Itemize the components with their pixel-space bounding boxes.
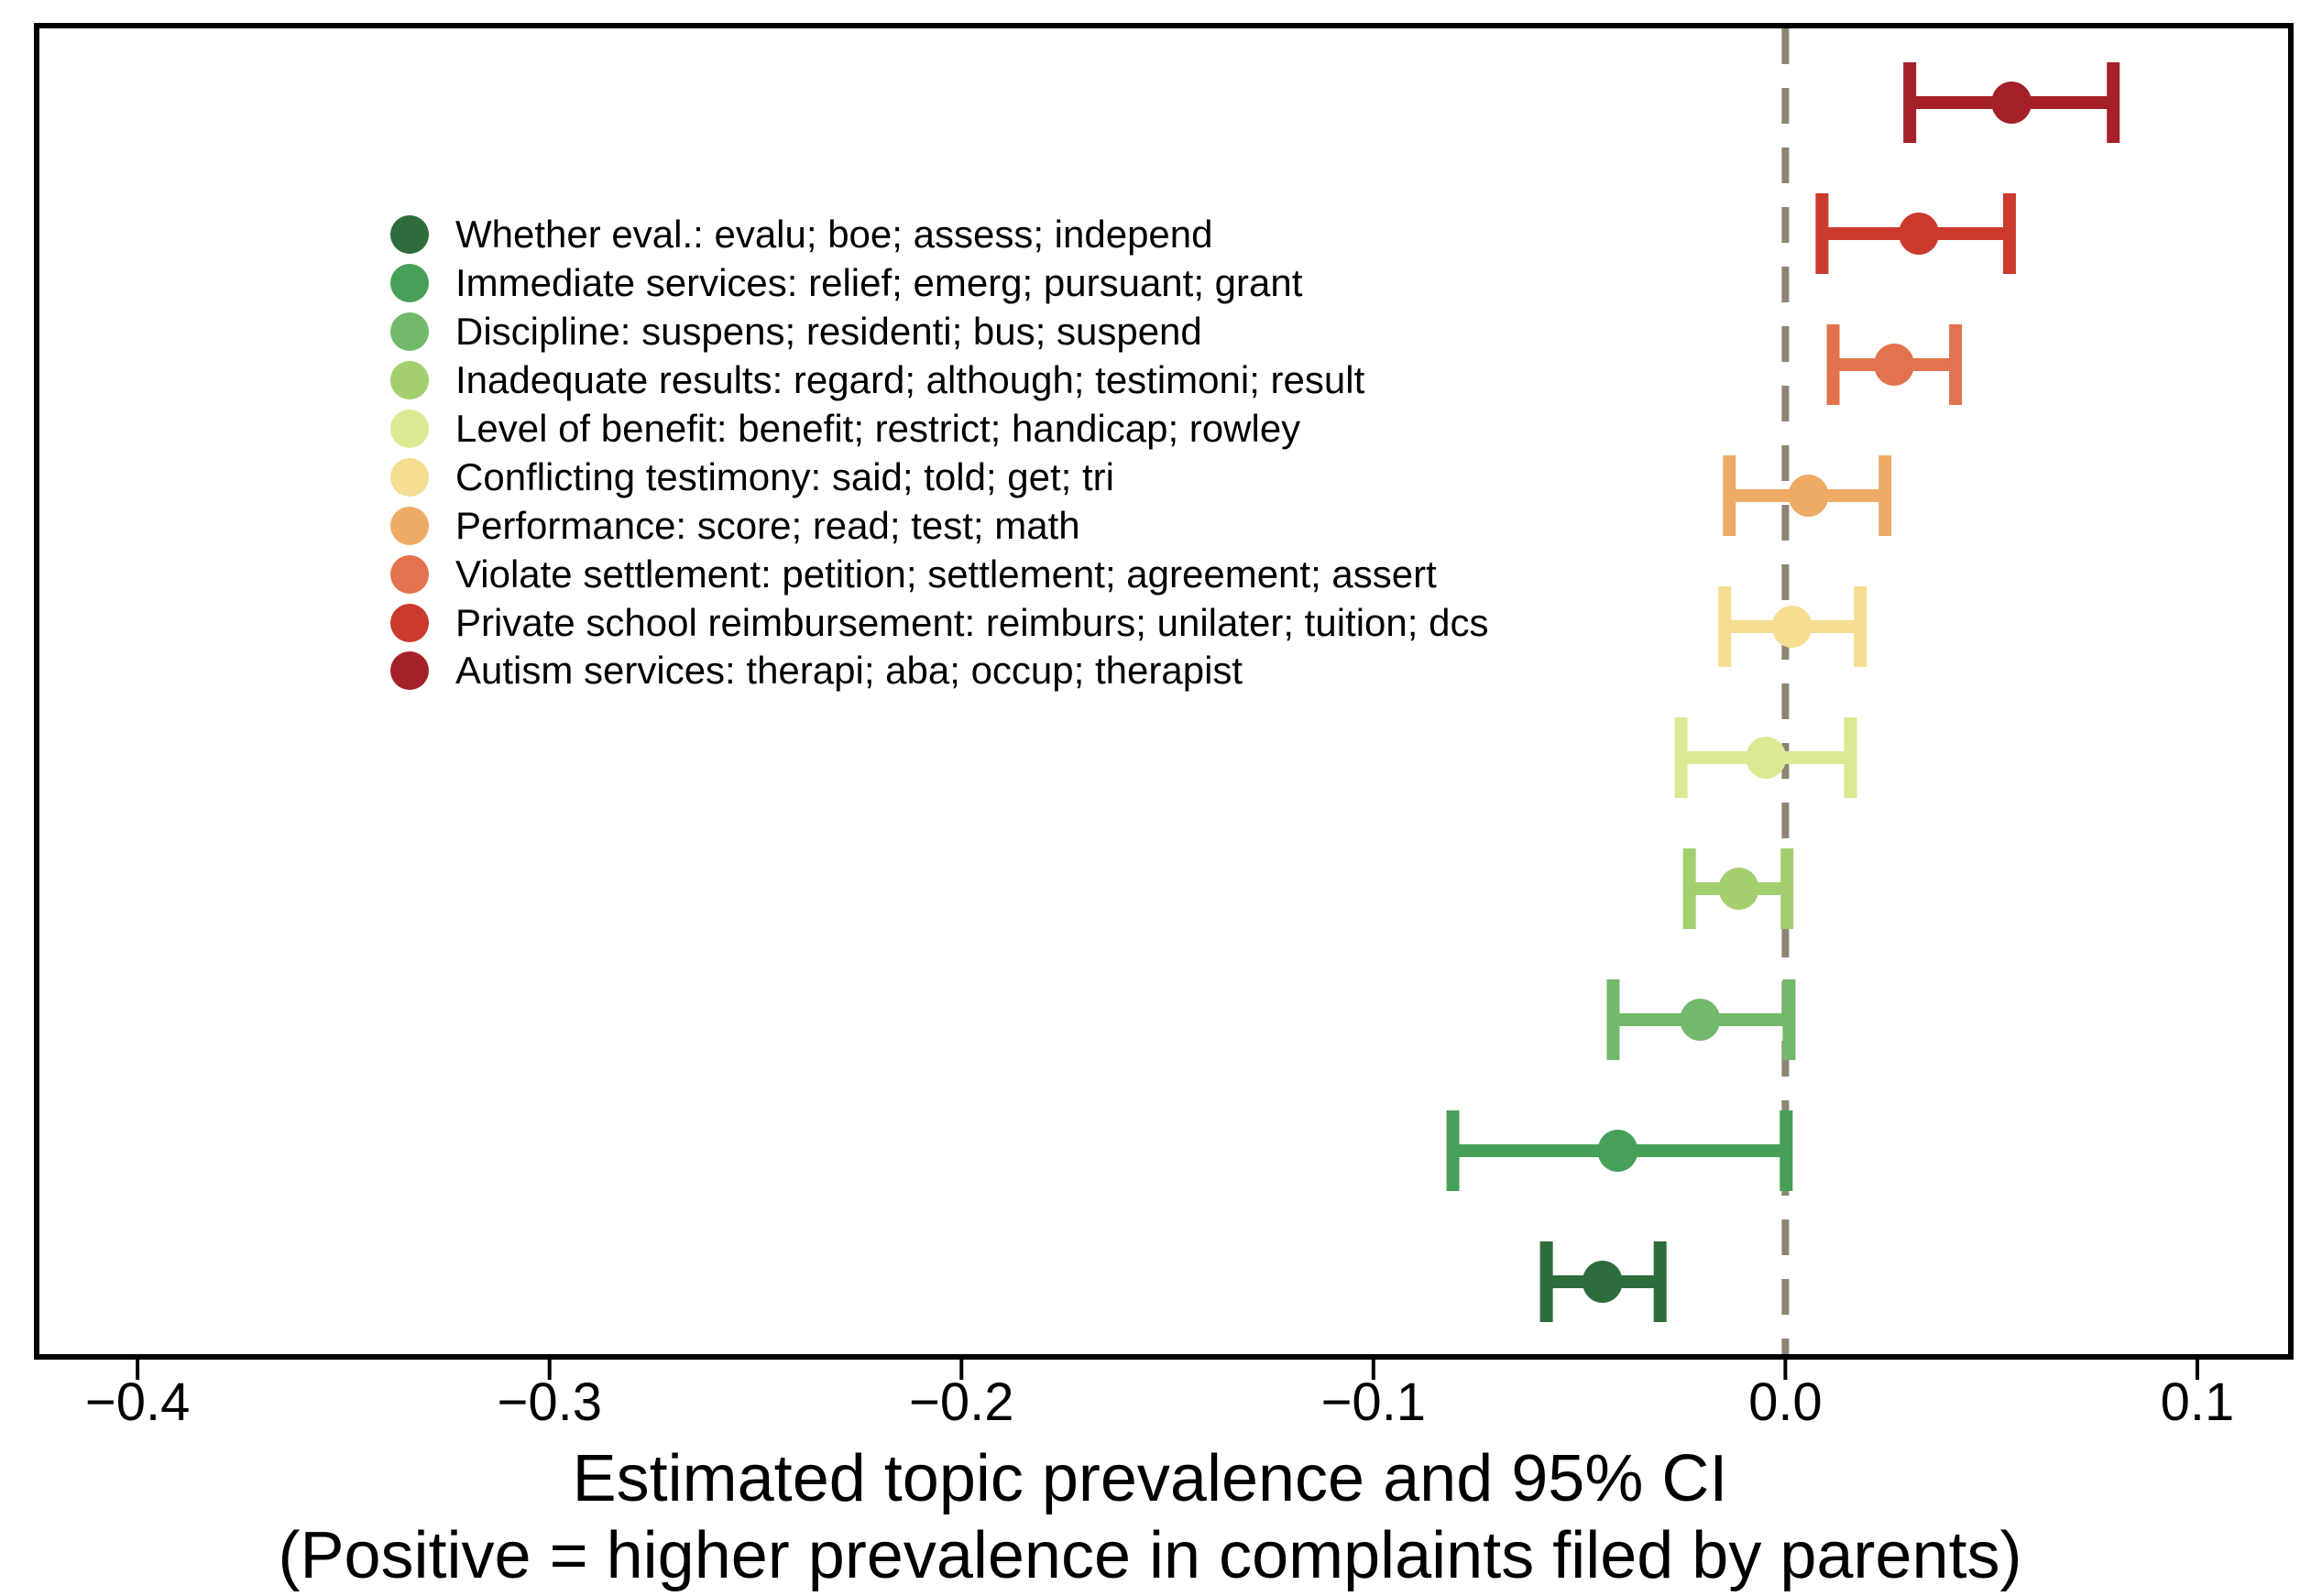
- point-estimate-dot: [1874, 344, 1915, 386]
- legend-item-label: Autism services: therapi; aba; occup; th…: [455, 649, 1243, 693]
- legend-color-dot-icon: [390, 603, 429, 642]
- legend-item: Discipline: suspens; residenti; bus; sus…: [390, 308, 1488, 356]
- legend-item-label: Level of benefit: benefit; restrict; han…: [455, 407, 1301, 450]
- legend-color-dot-icon: [390, 554, 429, 594]
- legend-item: Autism services: therapi; aba; occup; th…: [390, 647, 1488, 695]
- point-estimate-dot: [1771, 606, 1813, 648]
- legend-item: Conflicting testimony: said; told; get; …: [390, 453, 1488, 501]
- x-tick-label: −0.1: [1321, 1372, 1427, 1432]
- legend-item: Inadequate results: regard; although; te…: [390, 356, 1488, 405]
- legend-item: Private school reimbursement: reimburs; …: [390, 598, 1488, 647]
- legend-item: Violate settlement: petition; settlement…: [390, 550, 1488, 598]
- x-tick-label: 0.0: [1748, 1372, 1823, 1432]
- x-tick-label: 0.1: [2161, 1372, 2235, 1432]
- x-tick-label: −0.2: [909, 1372, 1014, 1432]
- point-estimate-dot: [1991, 82, 2032, 124]
- plot-border: [34, 23, 2294, 1360]
- point-estimate-dot: [1788, 475, 1829, 517]
- legend-color-dot-icon: [390, 215, 429, 255]
- point-estimate-dot: [1597, 1130, 1638, 1172]
- point-estimate-dot: [1680, 999, 1721, 1041]
- point-estimate-dot: [1746, 737, 1787, 779]
- legend-color-dot-icon: [390, 651, 429, 691]
- legend-item: Immediate services: relief; emerg; pursu…: [390, 259, 1488, 308]
- legend-item-label: Immediate services: relief; emerg; pursu…: [455, 261, 1303, 305]
- legend-item-label: Discipline: suspens; residenti; bus; sus…: [455, 310, 1202, 354]
- legend-color-dot-icon: [390, 264, 429, 303]
- legend-item-label: Private school reimbursement: reimburs; …: [455, 600, 1489, 644]
- point-estimate-dot: [1718, 868, 1759, 910]
- x-axis-title-line2: (Positive = higher prevalence in complai…: [278, 1519, 2022, 1592]
- point-estimate-dot: [1582, 1261, 1623, 1303]
- point-estimate-dot: [1899, 213, 1940, 255]
- legend-item-label: Conflicting testimony: said; told; get; …: [455, 454, 1114, 498]
- legend: Whether eval.: evalu; boe; assess; indep…: [390, 211, 1488, 695]
- legend-item: Performance: score; read; test; math: [390, 501, 1488, 550]
- x-tick-label: −0.4: [85, 1372, 191, 1432]
- legend-color-dot-icon: [390, 410, 429, 448]
- legend-color-dot-icon: [390, 506, 429, 545]
- legend-item: Whether eval.: evalu; boe; assess; indep…: [390, 211, 1488, 259]
- legend-color-dot-icon: [390, 457, 429, 497]
- legend-item-label: Performance: score; read; test; math: [455, 503, 1080, 547]
- legend-item-label: Violate settlement: petition; settlement…: [455, 552, 1437, 596]
- legend-item-label: Inadequate results: regard; although; te…: [455, 358, 1365, 402]
- legend-item: Level of benefit: benefit; restrict; han…: [390, 405, 1488, 454]
- x-axis-title-line1: Estimated topic prevalence and 95% CI: [572, 1442, 1728, 1515]
- x-tick-label: −0.3: [497, 1372, 602, 1432]
- legend-color-dot-icon: [390, 312, 429, 352]
- legend-color-dot-icon: [390, 361, 429, 400]
- legend-item-label: Whether eval.: evalu; boe; assess; indep…: [455, 213, 1213, 257]
